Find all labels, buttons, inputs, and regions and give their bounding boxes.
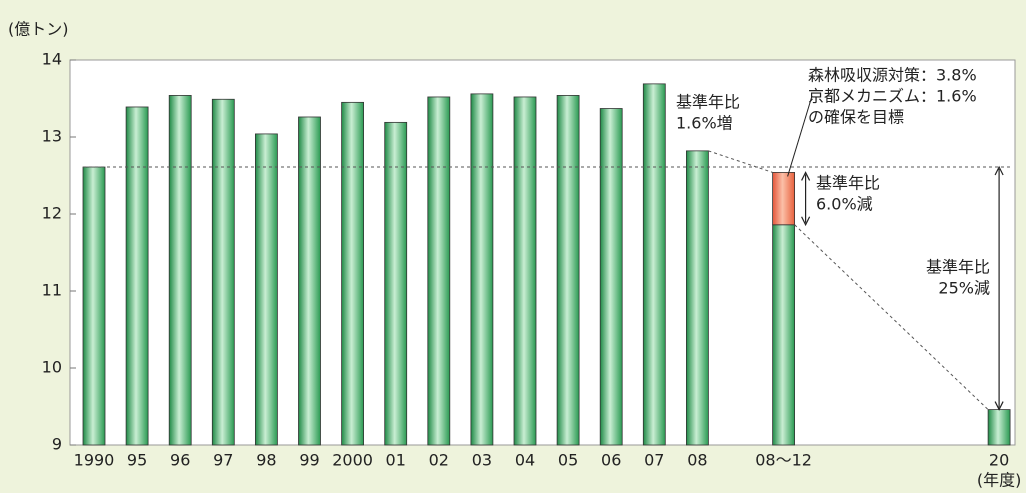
x-tick-label: 98: [256, 451, 276, 470]
annotation: 基準年比: [676, 93, 740, 112]
bar: [987, 409, 1011, 446]
x-tick-label: 08〜12: [755, 451, 812, 470]
bar: [556, 95, 580, 446]
x-tick-label: 97: [213, 451, 233, 470]
guide-line: [794, 224, 989, 410]
x-tick-label: 05: [558, 451, 578, 470]
x-tick-label: 01: [386, 451, 406, 470]
x-tick-label: 04: [515, 451, 535, 470]
y-tick-label: 14: [42, 50, 62, 69]
arrow-head: [801, 216, 811, 227]
y-tick-label: 11: [42, 281, 62, 300]
bar: [513, 96, 537, 446]
x-tick-label: 02: [429, 451, 449, 470]
x-tick-label: 06: [601, 451, 621, 470]
bar: [686, 150, 709, 446]
y-tick-label: 10: [42, 358, 62, 377]
bar: [384, 121, 408, 446]
annotation: 1.6%増: [676, 114, 733, 133]
x-tick-label: 08: [687, 451, 707, 470]
bar: [341, 101, 365, 446]
y-tick-label: 13: [42, 127, 62, 146]
bar: [772, 224, 795, 446]
bar: [470, 93, 494, 446]
y-tick-label: 9: [52, 435, 62, 454]
x-tick-label: 07: [644, 451, 664, 470]
arrow-head: [994, 165, 1004, 176]
bar: [642, 83, 666, 446]
annotation: 6.0%減: [816, 195, 873, 214]
annotation: 基準年比: [816, 174, 880, 193]
annotation: 森林吸収源対策：3.8%: [808, 66, 977, 85]
x-axis-label: (年度): [977, 471, 1022, 490]
arrow-head: [994, 401, 1004, 411]
leader-line: [787, 95, 813, 177]
annotation: の確保を目標: [808, 108, 904, 127]
x-tick-label: 03: [472, 451, 492, 470]
x-tick-label: 1990: [74, 451, 115, 470]
y-tick-label: 12: [42, 204, 62, 223]
bar: [211, 98, 235, 446]
bar: [125, 106, 149, 446]
arrow-head: [801, 171, 811, 181]
guide-line: [708, 150, 773, 173]
y-axis-label: (億トン): [8, 20, 69, 39]
bar: [772, 172, 795, 226]
bar: [427, 96, 451, 446]
x-tick-label: 96: [170, 451, 190, 470]
annotation: 京都メカニズム：1.6%: [808, 87, 977, 106]
bar: [599, 108, 623, 446]
x-tick-label: 20: [989, 451, 1009, 470]
annotation: 基準年比: [926, 258, 990, 277]
x-tick-label: 95: [127, 451, 147, 470]
x-tick-label: 2000: [332, 451, 373, 470]
bar: [254, 133, 278, 446]
bar: [82, 166, 106, 446]
bar: [298, 116, 321, 446]
bar: [168, 95, 192, 446]
annotation: 25%減: [938, 279, 990, 298]
x-tick-label: 99: [299, 451, 319, 470]
